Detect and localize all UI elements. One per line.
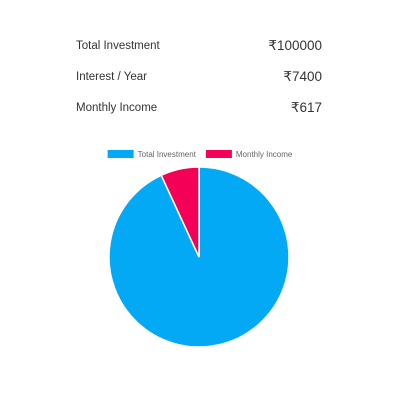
legend-swatch-total-investment xyxy=(107,150,134,158)
summary-row-interest-per-year: Interest / Year ₹7400 xyxy=(76,61,322,92)
total-investment-value: ₹100000 xyxy=(268,37,322,53)
interest-per-year-value: ₹7400 xyxy=(283,68,322,84)
pie-slice-monthly-income[interactable] xyxy=(160,166,200,258)
interest-per-year-label: Interest / Year xyxy=(76,70,147,83)
pie-chart: Total Investment Monthly Income xyxy=(107,150,293,348)
legend-swatch-monthly-income xyxy=(205,150,232,158)
summary-row-monthly-income: Monthly Income ₹617 xyxy=(76,92,322,123)
legend-label-monthly-income: Monthly Income xyxy=(236,150,293,159)
legend-item-monthly-income[interactable]: Monthly Income xyxy=(205,150,293,159)
total-investment-label: Total Investment xyxy=(76,39,160,52)
summary-row-total-investment: Total Investment ₹100000 xyxy=(76,30,322,61)
legend-item-total-investment[interactable]: Total Investment xyxy=(107,150,197,159)
investment-summary: Total Investment ₹100000 Interest / Year… xyxy=(76,30,322,123)
pie-slices xyxy=(108,166,290,348)
pie-chart-container: Total Investment Monthly Income xyxy=(0,140,400,360)
legend-label-total-investment: Total Investment xyxy=(138,150,197,159)
chart-legend: Total Investment Monthly Income xyxy=(107,150,293,159)
monthly-income-value: ₹617 xyxy=(290,99,322,115)
monthly-income-label: Monthly Income xyxy=(76,101,158,114)
